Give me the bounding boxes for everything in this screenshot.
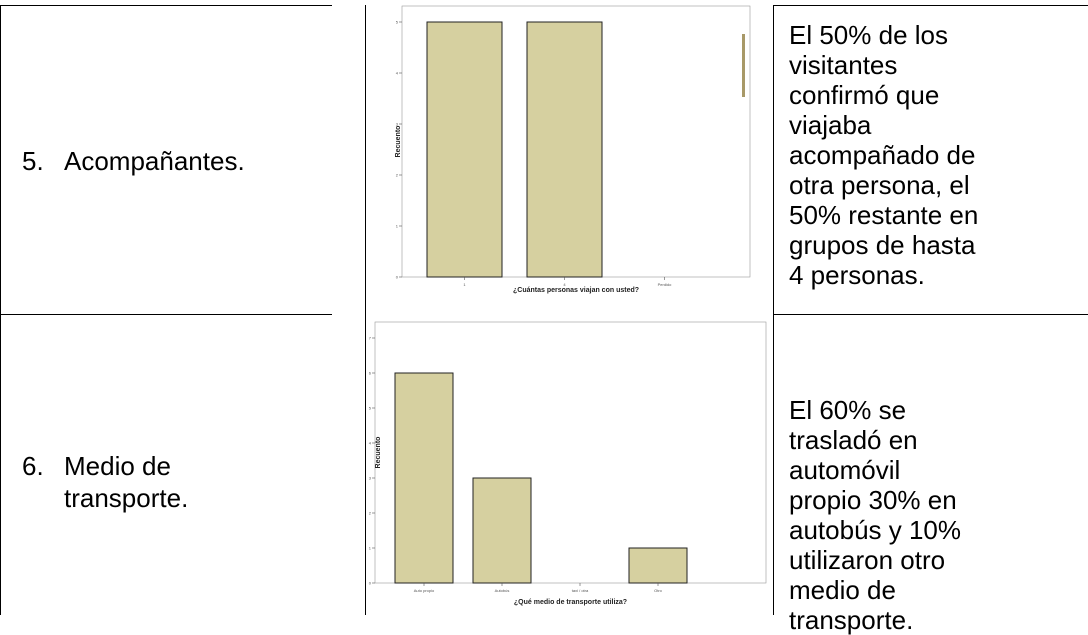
y-tick-label: 2	[369, 511, 372, 516]
row-6-title-cont: transporte.	[64, 483, 189, 513]
y-tick-label: 4	[396, 71, 399, 76]
y-tick-label: 4	[369, 441, 372, 446]
y-tick-label: 2	[396, 173, 399, 178]
row-6-description: El 60% se trasladó en automóvil propio 3…	[789, 395, 962, 635]
y-tick-label: 1	[369, 546, 372, 551]
chart-acompanantes-svg: 0 1 2 3 4 5 1 4 Perdido ¿Cuántas personas viajan …	[395, 5, 751, 294]
row-5-label: 5. Acompañantes.	[22, 145, 245, 177]
bar-1	[394, 372, 454, 584]
x-tick-label: Perdido	[658, 282, 673, 287]
table-top-border-left	[0, 5, 332, 6]
y-tick-label: 6	[369, 371, 372, 376]
x-tick-label: 4	[563, 282, 566, 287]
table-top-border-right	[773, 5, 1088, 6]
row-6-label: 6. Medio de transporte.	[22, 450, 188, 514]
x-tick-label: Autobús	[495, 588, 510, 593]
x-axis-title: ¿Qué medio de transporte utiliza?	[514, 599, 627, 606]
y-tick-label: 5	[396, 20, 399, 25]
table-left-border	[0, 5, 1, 615]
row-5-title: Acompañantes.	[64, 146, 245, 176]
y-tick-label: 1	[396, 224, 399, 229]
chart-transporte: 0 1 2 3 4 5 6 7 Auto propio Autobús taxi / otra Otr…	[368, 316, 770, 613]
bar-2	[472, 477, 532, 584]
y-tick-label: 5	[369, 406, 372, 411]
column-divider-1	[365, 5, 366, 615]
y-tick-label: 3	[396, 122, 399, 127]
y-axis-title: Recuento	[375, 437, 382, 469]
bar-2	[526, 21, 603, 278]
scroll-marker	[742, 34, 745, 97]
row-divider-right	[773, 314, 1088, 315]
y-tick-label: 0	[396, 275, 399, 280]
y-axis-title: Recuento	[395, 126, 402, 158]
row-6-title: Medio de	[64, 451, 171, 481]
bar-1	[426, 21, 503, 278]
chart-transporte-svg: 0 1 2 3 4 5 6 7 Auto propio Autobús taxi / otra Otr…	[369, 321, 767, 606]
row-5-number: 5.	[22, 146, 44, 176]
y-tick-label: 7	[369, 336, 372, 341]
row-5-description: El 50% de los visitantes confirmó que vi…	[789, 20, 979, 290]
y-tick-label: 3	[369, 476, 372, 481]
row-divider-left	[0, 314, 332, 315]
x-tick-label: Auto propio	[414, 588, 435, 593]
bar-4	[628, 547, 688, 584]
chart-acompanantes: 0 1 2 3 4 5 1 4 Perdido ¿Cuántas personas viajan …	[378, 2, 760, 312]
column-divider-2	[773, 5, 774, 615]
row-6-number: 6.	[22, 451, 44, 481]
x-tick-label: 1	[463, 282, 466, 287]
x-axis-title: ¿Cuántas personas viajan con usted?	[513, 287, 639, 294]
x-tick-label: taxi / otra	[572, 588, 589, 593]
y-tick-label: 0	[369, 581, 372, 586]
x-tick-label: Otro	[654, 588, 663, 593]
